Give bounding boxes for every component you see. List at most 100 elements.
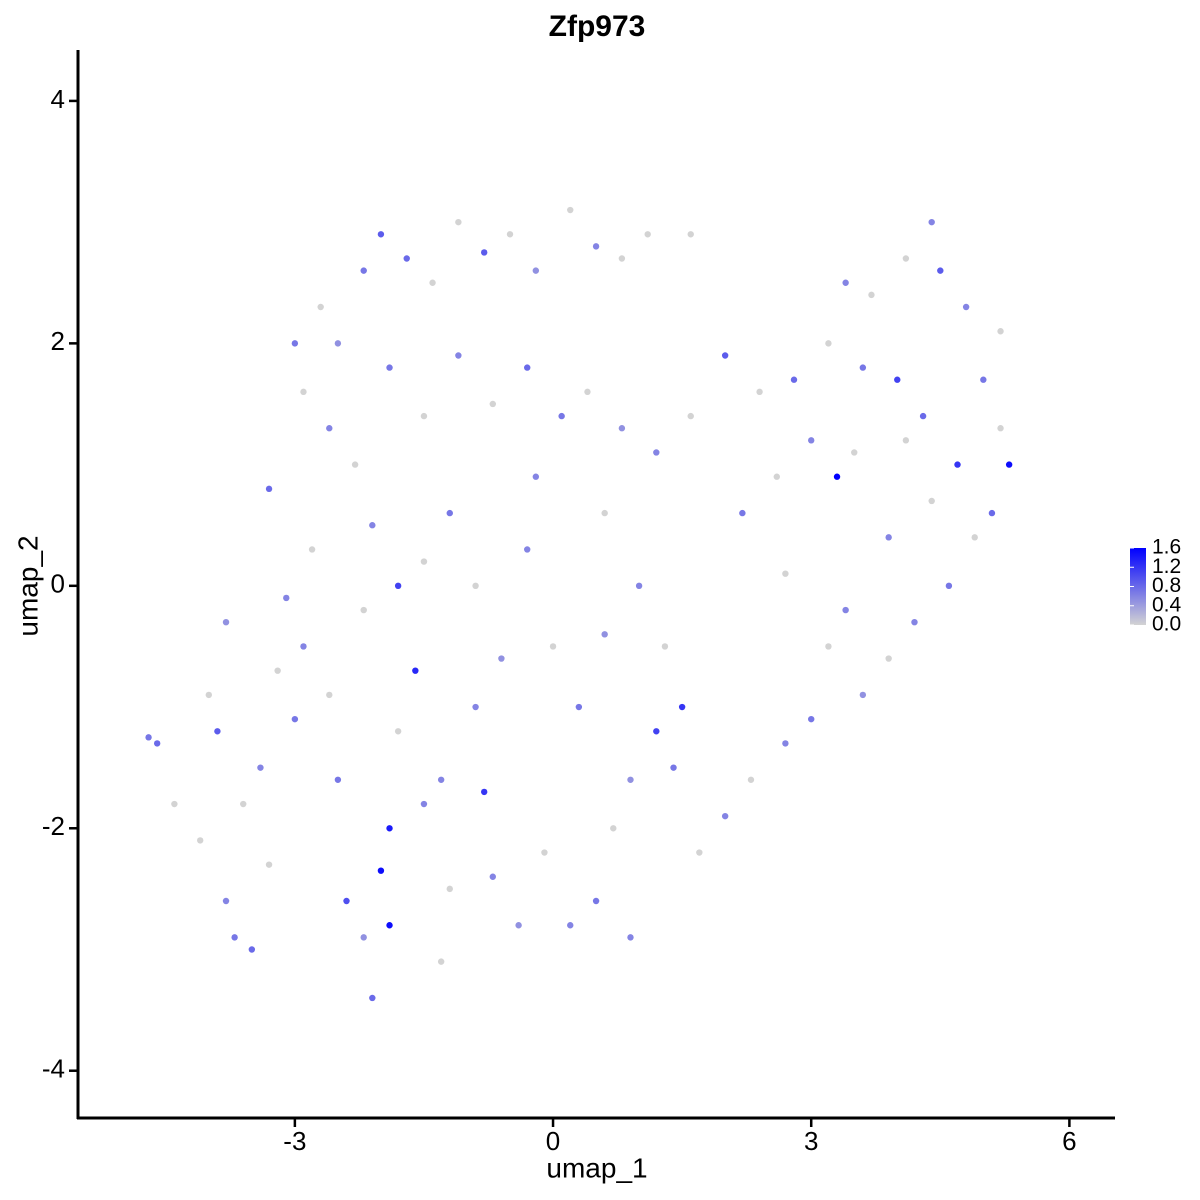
point: [377, 231, 385, 238]
point: [437, 958, 445, 965]
point: [868, 291, 875, 299]
point: [274, 667, 281, 674]
point: [558, 412, 565, 420]
y-tick-label: -2: [42, 811, 65, 841]
point: [687, 231, 694, 238]
point: [386, 825, 393, 832]
point: [1005, 461, 1013, 468]
colorbar-tick-label: 1.2: [1152, 555, 1181, 578]
point: [386, 364, 393, 371]
point: [653, 728, 660, 735]
point: [472, 703, 479, 711]
point: [790, 376, 798, 383]
point: [653, 449, 660, 456]
point: [334, 776, 342, 783]
point: [197, 837, 204, 844]
point: [429, 279, 436, 286]
point: [670, 764, 677, 771]
point: [360, 267, 367, 274]
point: [265, 485, 273, 493]
point: [721, 352, 729, 359]
point: [911, 618, 918, 626]
point: [489, 873, 496, 880]
point: [420, 412, 428, 420]
point: [171, 800, 178, 808]
point: [980, 376, 987, 383]
point: [386, 922, 393, 929]
point: [644, 231, 651, 238]
point: [902, 437, 910, 444]
point: [833, 473, 841, 480]
point: [721, 812, 729, 820]
point: [300, 643, 307, 650]
point: [248, 946, 256, 953]
point: [885, 534, 892, 541]
point: [782, 570, 789, 577]
point: [808, 715, 815, 723]
point: [291, 715, 299, 723]
point: [747, 776, 755, 783]
point: [437, 776, 445, 783]
point: [928, 497, 935, 505]
point: [825, 643, 832, 650]
point: [618, 255, 626, 262]
point: [902, 255, 910, 262]
point: [567, 922, 574, 929]
point: [678, 703, 686, 711]
point: [782, 740, 789, 747]
point: [214, 728, 221, 735]
point: [532, 473, 540, 480]
point: [756, 388, 763, 396]
point: [575, 703, 583, 711]
chart-title: Zfp973: [549, 10, 646, 43]
point: [842, 606, 849, 614]
point: [635, 582, 643, 590]
point: [541, 849, 548, 856]
point: [489, 400, 496, 408]
point: [997, 328, 1004, 335]
point: [627, 776, 634, 783]
point: [472, 582, 479, 590]
point: [954, 461, 961, 468]
point: [308, 546, 316, 553]
point: [317, 303, 324, 311]
point: [808, 437, 815, 444]
point: [739, 509, 746, 517]
point: [455, 352, 462, 359]
point: [515, 922, 522, 929]
point: [696, 849, 703, 856]
point: [842, 279, 849, 286]
point: [446, 509, 453, 517]
point: [222, 618, 230, 626]
point: [377, 867, 385, 874]
point: [326, 425, 333, 432]
point: [859, 364, 867, 371]
point: [885, 655, 892, 662]
colorbar-tick-label: 1.6: [1152, 536, 1181, 559]
point: [283, 594, 290, 602]
point: [592, 897, 600, 905]
point: [524, 546, 531, 553]
point: [360, 606, 367, 614]
point: [351, 461, 359, 468]
point: [240, 800, 247, 808]
point: [420, 800, 428, 808]
colorbar-tick-label: 0.4: [1152, 593, 1182, 616]
point: [145, 734, 152, 741]
point: [661, 643, 669, 650]
point: [231, 934, 238, 941]
point: [687, 412, 694, 420]
y-tick-label: 2: [51, 326, 65, 356]
point: [265, 861, 273, 868]
point: [343, 897, 350, 905]
point: [480, 249, 488, 256]
point: [937, 267, 944, 274]
y-tick-label: 4: [51, 84, 65, 114]
point: [567, 206, 574, 214]
point: [601, 509, 608, 517]
point: [257, 764, 264, 771]
point: [549, 643, 557, 650]
point: [480, 788, 488, 796]
point: [420, 558, 428, 565]
point: [894, 376, 901, 383]
